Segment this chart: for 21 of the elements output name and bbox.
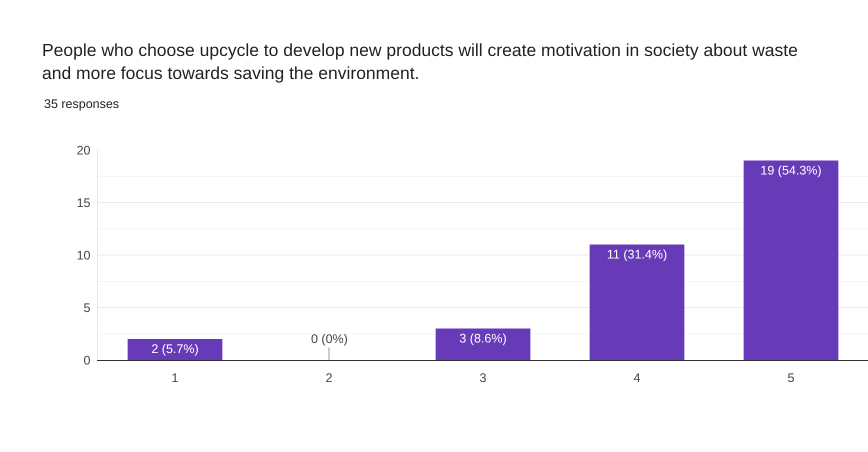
x-tick-label: 3: [480, 371, 487, 385]
y-tick-label: 5: [84, 300, 91, 315]
y-tick-label: 0: [84, 353, 91, 368]
chart-subtitle: 35 responses: [44, 97, 120, 111]
y-tick-label: 10: [76, 248, 91, 262]
data-label: 19 (54.3%): [760, 164, 822, 178]
y-tick-label: 20: [76, 143, 91, 158]
x-tick-label: 4: [634, 371, 641, 385]
x-tick-label: 1: [172, 371, 179, 385]
bar: [590, 244, 684, 360]
chart-title: People who choose upcycle to develop new products will create motivation in society about waste and more focus towards saving the environment.: [42, 40, 798, 83]
data-label: 2 (5.7%): [151, 342, 199, 356]
y-tick-label: 15: [76, 196, 91, 210]
data-label: 11 (31.4%): [606, 248, 668, 262]
x-tick-label: 2: [326, 371, 333, 385]
bar: [128, 339, 222, 360]
bar: [744, 160, 838, 360]
bar: [436, 328, 530, 360]
data-label: 3 (8.6%): [459, 332, 507, 346]
x-tick-label: 5: [788, 371, 795, 385]
data-label: 0 (0%): [311, 332, 348, 346]
